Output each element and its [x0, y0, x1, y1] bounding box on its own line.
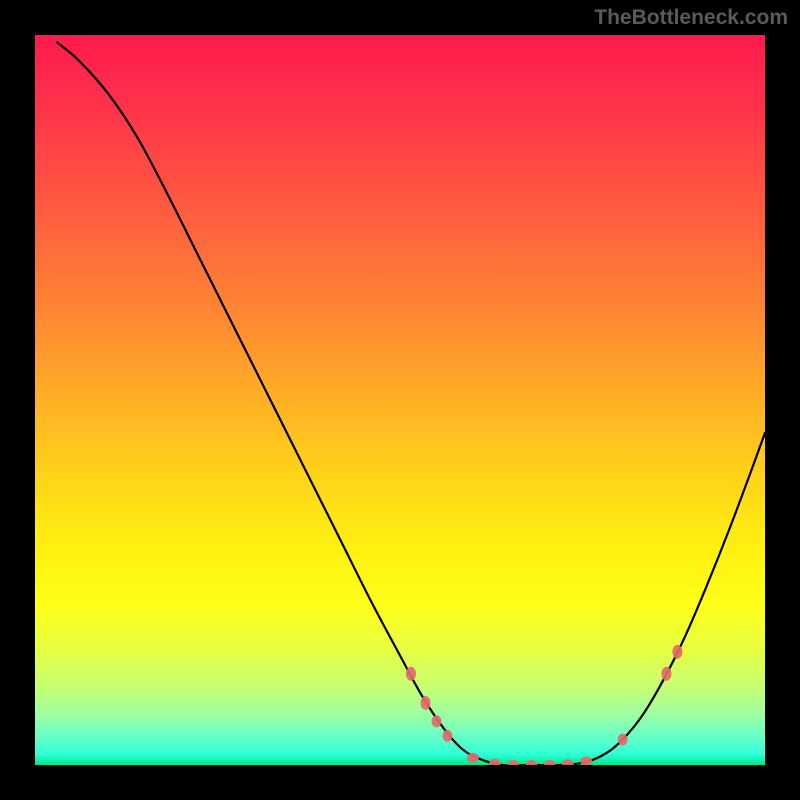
data-marker: [421, 696, 431, 710]
data-marker: [618, 733, 628, 745]
data-marker: [661, 667, 671, 681]
data-marker: [442, 730, 452, 742]
data-marker: [672, 645, 682, 659]
data-marker: [507, 760, 519, 770]
data-marker: [562, 759, 574, 769]
bottleneck-chart: [0, 0, 800, 800]
data-marker: [544, 760, 556, 770]
data-marker: [406, 667, 416, 681]
data-marker: [467, 753, 479, 763]
watermark-text: TheBottleneck.com: [594, 6, 788, 30]
data-marker: [580, 756, 592, 766]
data-marker: [432, 715, 442, 727]
data-marker: [489, 759, 501, 769]
data-marker: [525, 760, 537, 770]
